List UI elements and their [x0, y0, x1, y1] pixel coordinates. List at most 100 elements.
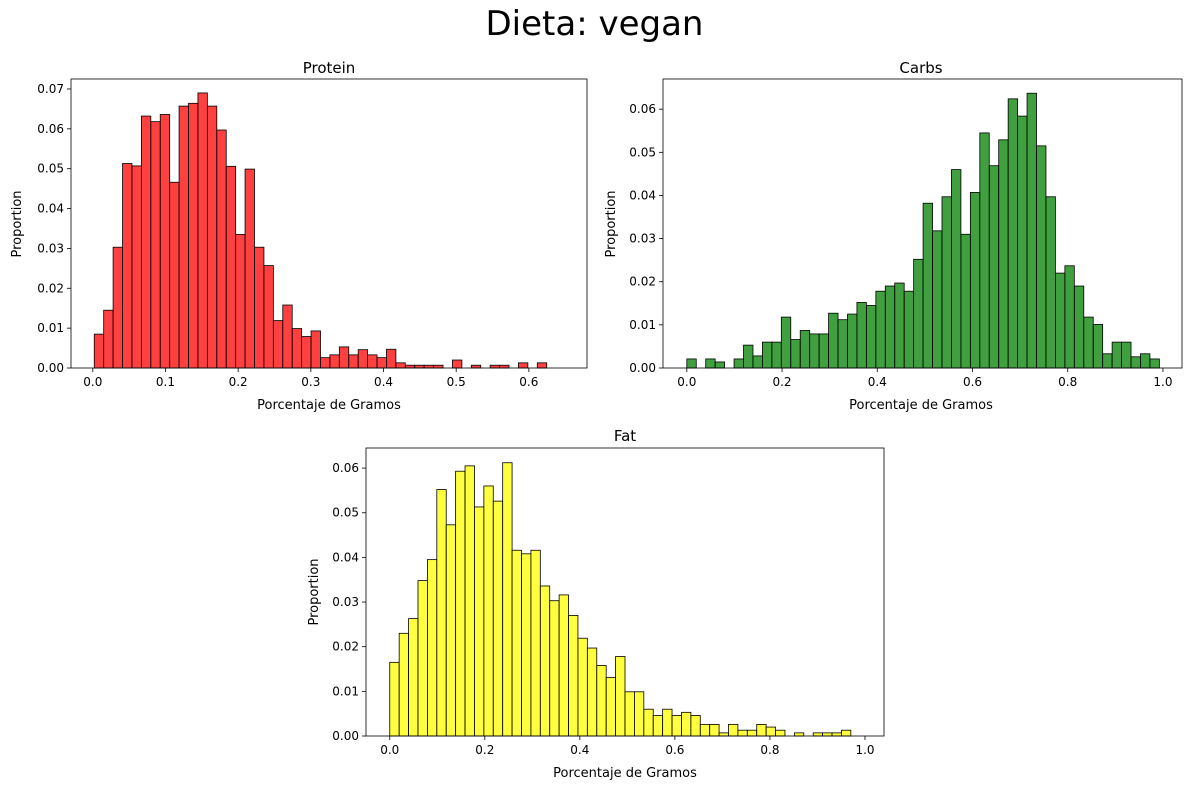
histogram-bar-fat	[699, 723, 711, 737]
y-tick-label: 0.07	[37, 82, 64, 96]
x-tick-label: 0.2	[229, 375, 248, 389]
y-tick-label: 0.01	[37, 321, 64, 335]
histogram-bar-protein	[263, 265, 274, 369]
x-axis-label-protein: Porcentaje de Gramos	[257, 398, 401, 413]
y-tick-label: 0.06	[37, 122, 64, 136]
histogram-bar-protein	[489, 364, 500, 369]
histogram-bar-carbs	[884, 285, 896, 369]
histogram-bar-protein	[197, 92, 208, 369]
histogram-bar-carbs	[865, 305, 877, 369]
histogram-bar-fat	[681, 711, 692, 737]
histogram-bar-protein	[254, 246, 265, 369]
x-axis-label-fat: Porcentaje de Gramos	[553, 766, 697, 781]
histogram-bar-protein	[216, 129, 227, 369]
x-tick-label: 0.4	[570, 743, 589, 757]
histogram-bar-carbs	[780, 316, 792, 369]
histogram-bar-carbs	[1092, 324, 1104, 369]
histogram-bar-protein	[367, 354, 378, 369]
histogram-bar-protein	[244, 168, 255, 369]
histogram-bar-protein	[433, 364, 444, 369]
histogram-bar-carbs	[875, 290, 886, 369]
histogram-bar-carbs	[790, 339, 801, 369]
histogram-bar-protein	[376, 357, 387, 369]
histogram-bar-carbs	[1017, 115, 1028, 369]
histogram-bar-fat	[652, 715, 664, 737]
histogram-bar-fat	[530, 549, 541, 737]
histogram-bar-protein	[338, 346, 350, 369]
x-tick-label: 0.2	[772, 375, 791, 389]
histogram-bar-fat	[728, 723, 739, 737]
histogram-bar-protein	[395, 362, 406, 369]
y-tick-label: 0.05	[629, 145, 656, 159]
histogram-bar-carbs	[809, 333, 820, 369]
histogram-bar-protein	[301, 336, 312, 369]
y-tick-label: 0.00	[629, 361, 656, 375]
histogram-bar-fat	[408, 618, 419, 737]
histogram-bar-fat	[737, 729, 748, 737]
x-tick-label: 0.6	[519, 375, 538, 389]
histogram-bar-carbs	[837, 319, 848, 369]
x-tick-label: 0.6	[963, 375, 982, 389]
histogram-bar-carbs	[705, 358, 716, 369]
histogram-bar-protein	[357, 349, 369, 369]
histogram-bar-protein	[93, 333, 105, 369]
x-tick-label: 0.0	[83, 375, 102, 389]
histogram-bar-carbs	[951, 169, 962, 369]
histogram-bar-protein	[122, 163, 133, 369]
histogram-bar-fat	[831, 732, 842, 737]
histogram-bar-protein	[272, 320, 284, 369]
histogram-bar-fat	[577, 637, 588, 737]
histogram-bar-fat	[718, 732, 729, 737]
histogram-bar-carbs	[762, 341, 773, 369]
y-tick-label: 0.01	[629, 318, 656, 332]
histogram-bar-protein	[423, 364, 435, 369]
histogram-bar-carbs	[1111, 341, 1122, 369]
y-tick-label: 0.02	[629, 275, 656, 289]
histogram-bar-carbs	[743, 344, 754, 369]
histogram-bar-carbs	[1045, 196, 1056, 369]
histogram-bar-fat	[398, 632, 409, 737]
histogram-bar-protein	[225, 165, 237, 369]
histogram-bar-carbs	[969, 192, 981, 369]
x-tick-label: 0.1	[156, 375, 175, 389]
histogram-bar-fat	[746, 729, 758, 737]
histogram-bar-protein	[470, 364, 482, 369]
histogram-bar-protein	[386, 348, 397, 369]
histogram-bar-fat	[586, 647, 598, 737]
histogram-bar-carbs	[818, 333, 829, 369]
histogram-bar-protein	[404, 364, 416, 369]
histogram-bar-carbs	[998, 139, 1009, 369]
x-tick-label: 0.8	[760, 743, 779, 757]
y-tick-label: 0.02	[37, 281, 64, 295]
histogram-bar-fat	[624, 691, 635, 737]
axes-frame-carbs	[662, 78, 1183, 369]
histogram-bar-carbs	[913, 258, 924, 369]
histogram-bar-fat	[436, 489, 447, 737]
histogram-bar-carbs	[894, 282, 905, 369]
histogram-bar-carbs	[847, 313, 858, 369]
y-tick-label: 0.02	[332, 640, 359, 654]
y-tick-label: 0.04	[332, 550, 359, 564]
x-axis-label-carbs: Porcentaje de Gramos	[849, 398, 993, 413]
histogram-bar-carbs	[988, 165, 1000, 369]
histogram-bar-fat	[558, 594, 569, 737]
histogram-bar-protein	[414, 364, 425, 369]
histogram-bar-protein	[499, 364, 510, 369]
y-tick-label: 0.06	[332, 461, 359, 475]
histogram-protein: Protein Porcentaje de Gramos Proportion …	[10, 59, 588, 413]
histogram-bar-carbs	[1026, 92, 1037, 369]
histogram-bar-protein	[131, 165, 142, 369]
histogram-bar-fat	[445, 524, 457, 737]
histogram-bar-fat	[756, 723, 767, 737]
histogram-bar-carbs	[922, 202, 933, 369]
histogram-bar-carbs	[1064, 265, 1075, 369]
x-tick-label: 0.4	[868, 375, 887, 389]
histogram-bar-fat	[615, 656, 626, 737]
x-tick-label: 1.0	[1153, 375, 1172, 389]
x-tick-label: 0.5	[447, 375, 466, 389]
histogram-carbs: Carbs Porcentaje de Gramos Proportion 0.…	[604, 59, 1183, 413]
histogram-bar-protein	[112, 246, 123, 369]
y-tick-label: 0.03	[629, 232, 656, 246]
histogram-bar-carbs	[1055, 272, 1066, 369]
histogram-bar-carbs	[1083, 316, 1094, 369]
